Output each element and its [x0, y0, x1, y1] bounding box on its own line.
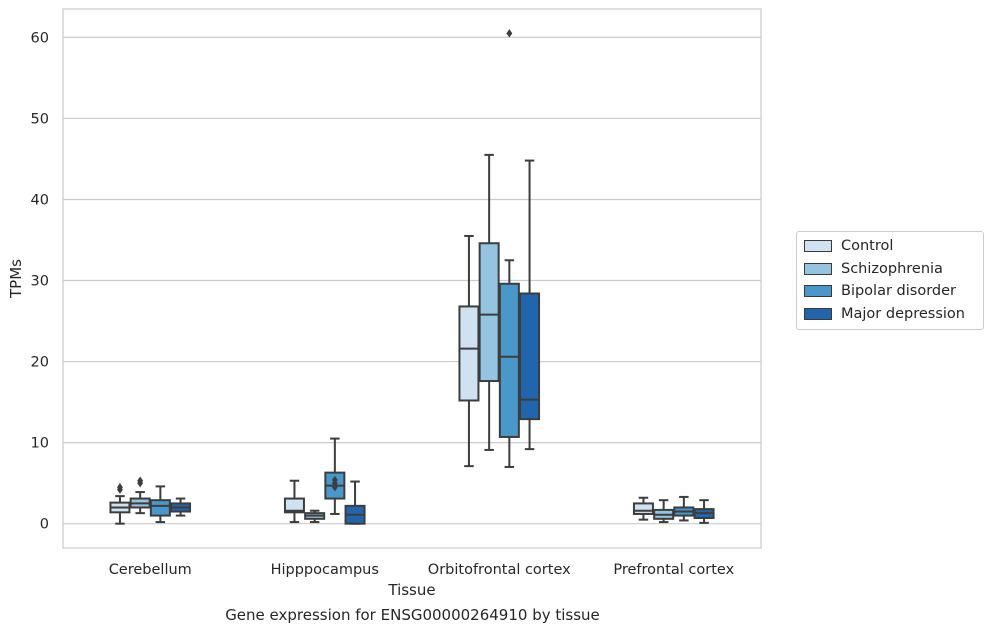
box-major-depression [344, 480, 366, 525]
legend-label: Major depression [841, 305, 965, 322]
chart-caption: Gene expression for ENSG00000264910 by t… [225, 606, 600, 624]
outlier-point [117, 483, 123, 492]
box-schizophrenia [129, 476, 151, 515]
legend: Control Schizophrenia Bipolar disorder M… [796, 231, 984, 330]
box-elements [109, 29, 715, 525]
box-bipolar-disorder [673, 495, 695, 522]
box-iqr [149, 499, 171, 517]
y-axis-label: TPMs [7, 259, 25, 299]
legend-item-major-depression: Major depression [797, 303, 983, 326]
x-axis-label: Tissue [387, 581, 435, 599]
y-tick-label: 50 [31, 111, 49, 127]
legend-item-control: Control [797, 235, 983, 258]
legend-swatch [804, 240, 832, 253]
y-tick-label: 60 [31, 30, 49, 46]
legend-label: Schizophrenia [841, 260, 943, 277]
y-tick-label: 10 [31, 436, 49, 452]
x-tick-labels: Cerebellum Hipppocampus Orbitofrontal cort… [109, 562, 735, 578]
box-control [632, 496, 654, 521]
x-tick-label: Orbitofrontal cortex [428, 562, 571, 578]
box-iqr [498, 282, 520, 438]
box-schizophrenia [478, 153, 500, 451]
box-control [283, 479, 305, 524]
x-tick-label: Cerebellum [109, 562, 192, 578]
box-iqr [478, 242, 500, 383]
box-bipolar-disorder [498, 29, 520, 468]
legend-item-bipolar-disorder: Bipolar disorder [797, 280, 983, 303]
box-control [109, 483, 131, 525]
box-control [458, 234, 480, 468]
box-major-depression [693, 499, 715, 524]
box-bipolar-disorder [149, 485, 171, 524]
box-iqr [632, 502, 654, 515]
y-tick-label: 30 [31, 274, 49, 290]
legend-swatch [804, 285, 832, 298]
outlier-point [137, 476, 144, 485]
box-bipolar-disorder [324, 437, 346, 515]
outlier-point [331, 475, 338, 485]
box-schizophrenia [653, 499, 675, 524]
x-tick-label: Prefrontal cortex [613, 562, 734, 578]
box-major-depression [519, 159, 541, 451]
y-tick-labels: 0 10 20 30 40 50 60 [31, 30, 49, 532]
y-tick-label: 0 [40, 517, 49, 533]
box-major-depression [170, 497, 192, 517]
legend-label: Bipolar disorder [841, 283, 956, 300]
box-schizophrenia [304, 509, 326, 524]
x-tick-label: Hipppocampus [271, 562, 379, 578]
legend-item-schizophrenia: Schizophrenia [797, 258, 983, 281]
legend-swatch [804, 262, 832, 275]
y-tick-label: 40 [31, 192, 49, 208]
legend-swatch [804, 307, 832, 320]
plot-frame [62, 8, 762, 549]
box-iqr [458, 305, 480, 402]
box-iqr [519, 292, 541, 421]
legend-label: Control [841, 238, 894, 255]
box-iqr [283, 497, 305, 514]
outlier-point [506, 29, 513, 38]
grid-lines [63, 36, 761, 525]
y-tick-label: 20 [31, 355, 49, 371]
